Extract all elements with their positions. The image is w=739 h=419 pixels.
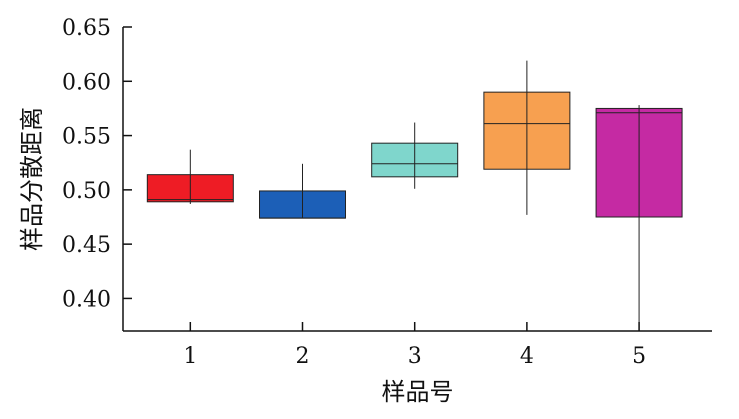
x-tick-label: 2: [296, 344, 310, 369]
x-tick-label: 5: [632, 344, 646, 369]
y-tick-label: 0.65: [62, 16, 111, 41]
y-axis-title: 样品分散距离: [18, 107, 46, 251]
y-tick-label: 0.50: [62, 179, 111, 204]
x-tick-label: 3: [408, 344, 422, 369]
x-axis-title: 样品号: [382, 378, 454, 406]
box-1: [146, 149, 234, 204]
box-2: [259, 163, 347, 219]
x-ticks: 1 2 3 4 5: [183, 322, 646, 369]
box-3: [371, 122, 459, 189]
y-tick-label: 0.40: [62, 287, 111, 312]
box-5: [595, 105, 683, 331]
x-tick-label: 1: [183, 344, 197, 369]
y-tick-label: 0.45: [62, 233, 111, 258]
y-ticks: 0.40 0.45 0.50 0.55 0.60 0.65: [62, 16, 132, 312]
y-tick-label: 0.60: [62, 70, 111, 95]
boxes-layer: [146, 60, 683, 331]
box-4: [483, 60, 571, 215]
x-tick-label: 4: [520, 344, 534, 369]
y-tick-label: 0.55: [62, 125, 111, 150]
